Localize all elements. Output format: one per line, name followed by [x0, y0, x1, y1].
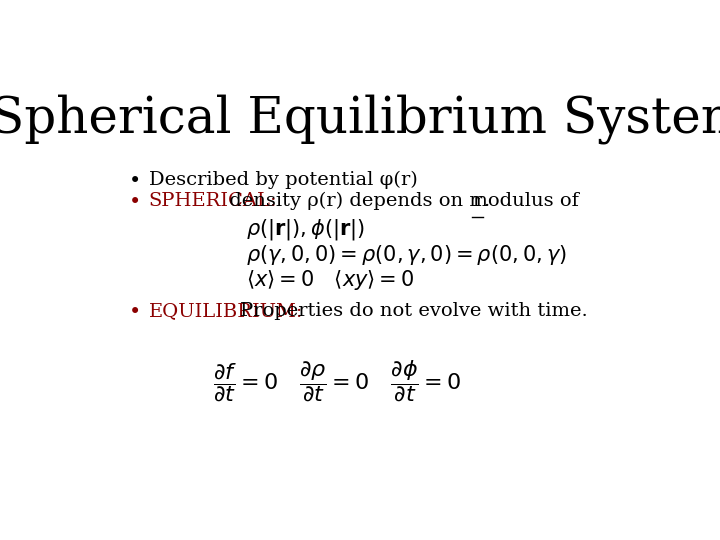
- Text: Spherical Equilibrium System: Spherical Equilibrium System: [0, 94, 720, 144]
- Text: .: .: [483, 192, 489, 210]
- Text: r: r: [473, 192, 482, 210]
- Text: Described by potential φ(r): Described by potential φ(r): [148, 171, 418, 189]
- Text: SPHERICAL:: SPHERICAL:: [148, 192, 277, 210]
- Text: density ρ(r) depends on modulus of: density ρ(r) depends on modulus of: [222, 192, 585, 210]
- Text: •: •: [129, 192, 141, 212]
- Text: $\rho(\gamma,0,0) = \rho(0,\gamma,0) = \rho(0,0,\gamma)$: $\rho(\gamma,0,0) = \rho(0,\gamma,0) = \…: [246, 243, 567, 267]
- Text: •: •: [129, 171, 141, 191]
- Text: •: •: [129, 302, 141, 322]
- Text: Properties do not evolve with time.: Properties do not evolve with time.: [240, 302, 588, 320]
- Text: EQUILIBRIUM:: EQUILIBRIUM:: [148, 302, 303, 320]
- Text: $\langle x \rangle = 0 \quad \langle xy \rangle = 0$: $\langle x \rangle = 0 \quad \langle xy …: [246, 268, 415, 292]
- Text: $\rho(|\mathbf{r}|), \phi(|\mathbf{r}|)$: $\rho(|\mathbf{r}|), \phi(|\mathbf{r}|)$: [246, 217, 366, 241]
- Text: $\dfrac{\partial f}{\partial t} = 0 \quad \dfrac{\partial \rho}{\partial t} = 0 : $\dfrac{\partial f}{\partial t} = 0 \qua…: [213, 358, 462, 403]
